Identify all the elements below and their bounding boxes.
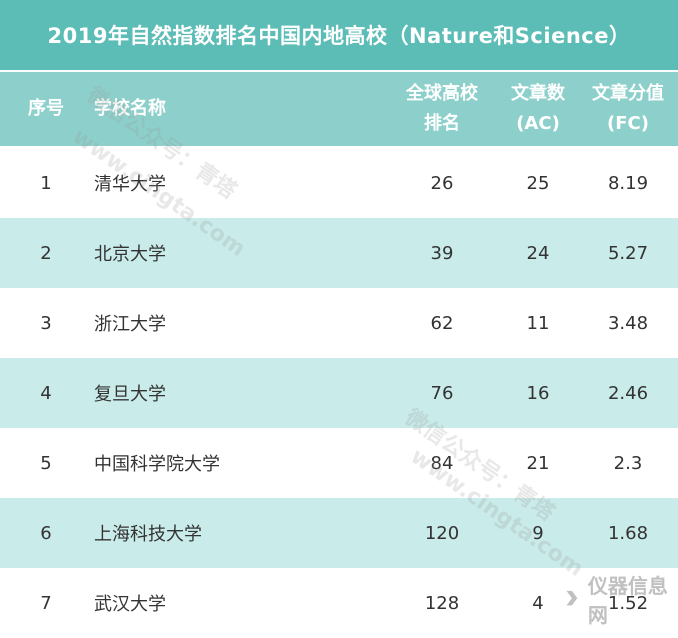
row-global-rank: 76: [430, 382, 454, 404]
row-fc: 1.52: [607, 592, 649, 614]
row-fc: 3.48: [607, 312, 649, 334]
instrument-logo-icon: [566, 590, 578, 606]
header-fc-line1: 文章分值: [592, 83, 664, 104]
row-school: 复旦大学: [94, 384, 166, 405]
header-global-rank: 全球高校 排名: [392, 72, 492, 146]
header-ac-line1: 文章数: [511, 83, 565, 104]
row-global-rank: 62: [430, 312, 454, 334]
header-global-rank-line2: 排名: [424, 113, 460, 134]
row-fc: 2.46: [607, 382, 649, 404]
header-rank-no: 序号: [28, 98, 64, 119]
row-no: 1: [40, 172, 52, 194]
table-row: 6 上海科技大学 120 9 1.68: [0, 498, 678, 568]
table-row: 4 复旦大学 76 16 2.46: [0, 358, 678, 428]
table-row: 3 浙江大学 62 11 3.48: [0, 288, 678, 358]
row-global-rank: 26: [430, 172, 454, 194]
row-ac: 9: [532, 522, 544, 544]
row-school: 中国科学院大学: [94, 454, 220, 475]
row-ac: 16: [526, 382, 550, 404]
table-row: 5 中国科学院大学 84 21 2.3: [0, 428, 678, 498]
row-school: 北京大学: [94, 244, 166, 265]
logo-text: 仪器信息网: [587, 574, 668, 627]
row-global-rank: 39: [430, 242, 454, 264]
row-ac: 21: [526, 452, 550, 474]
header-fc-line2: (FC): [607, 113, 649, 134]
row-ac: 11: [526, 312, 550, 334]
row-ac: 25: [526, 172, 550, 194]
instrument-logo: 仪器信息网: [562, 570, 678, 628]
header-fc: 文章分值 (FC): [578, 72, 678, 146]
row-fc: 2.3: [613, 452, 643, 474]
row-no: 3: [40, 312, 52, 334]
row-school: 武汉大学: [94, 594, 166, 615]
table-header: 序号 学校名称 全球高校 排名 文章数 (AC) 文章分值 (FC): [0, 72, 678, 146]
row-global-rank: 120: [424, 522, 460, 544]
row-ac: 4: [532, 592, 544, 614]
row-no: 6: [40, 522, 52, 544]
row-global-rank: 128: [424, 592, 460, 614]
table-title: 2019年自然指数排名中国内地高校（Nature和Science）: [0, 0, 678, 72]
row-fc: 5.27: [607, 242, 649, 264]
row-no: 5: [40, 452, 52, 474]
row-school: 上海科技大学: [94, 524, 202, 545]
row-school: 浙江大学: [94, 314, 166, 335]
table-row: 1 清华大学 26 25 8.19: [0, 148, 678, 218]
header-ac: 文章数 (AC): [488, 72, 588, 146]
table-row: 7 武汉大学 128 4 1.52: [0, 568, 678, 638]
row-no: 4: [40, 382, 52, 404]
row-global-rank: 84: [430, 452, 454, 474]
header-global-rank-line1: 全球高校: [406, 83, 478, 104]
row-no: 2: [40, 242, 52, 264]
row-fc: 1.68: [607, 522, 649, 544]
row-school: 清华大学: [94, 174, 166, 195]
row-fc: 8.19: [607, 172, 649, 194]
header-school: 学校名称: [94, 98, 166, 119]
table-row: 2 北京大学 39 24 5.27: [0, 218, 678, 288]
row-ac: 24: [526, 242, 550, 264]
header-ac-line2: (AC): [516, 113, 560, 134]
row-no: 7: [40, 592, 52, 614]
